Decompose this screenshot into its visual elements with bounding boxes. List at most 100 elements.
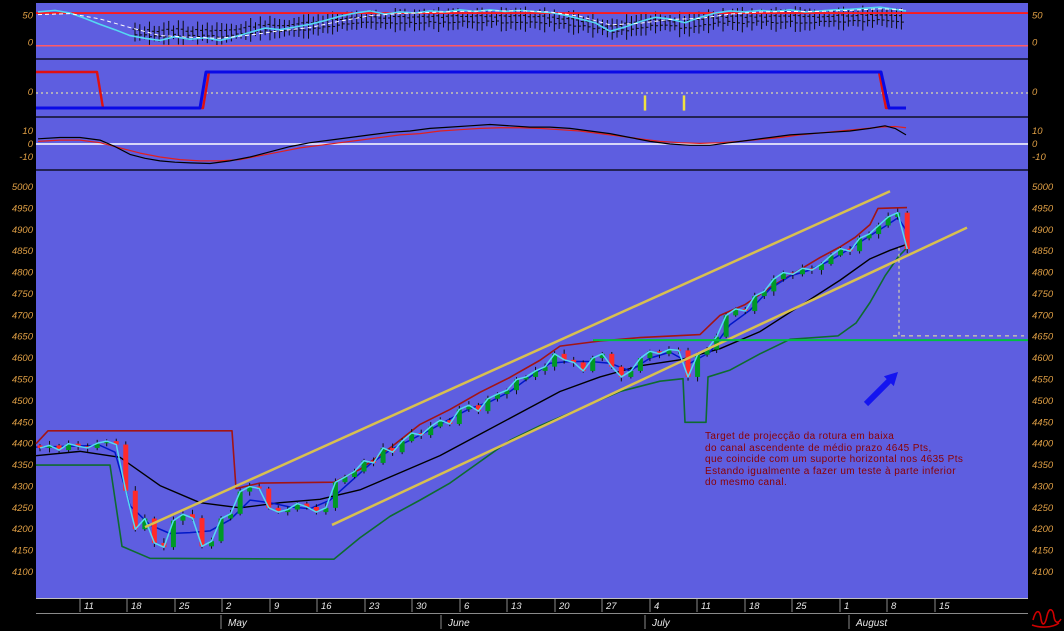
- x-axis-date-label: 11: [84, 601, 94, 612]
- y-axis-label-left: 4700: [12, 310, 34, 321]
- candle-body: [209, 541, 215, 547]
- candle-body: [714, 336, 720, 350]
- candle-body: [266, 488, 272, 508]
- candle-body: [323, 507, 329, 513]
- candle-body: [580, 362, 586, 371]
- candle-body: [399, 441, 405, 453]
- y-axis-label-left: 4150: [12, 546, 34, 557]
- x-axis-date-label: 4: [654, 601, 659, 612]
- candle-body: [247, 486, 253, 492]
- y-axis-label-left: 4300: [12, 481, 34, 492]
- trend-channel-line: [144, 190, 891, 529]
- y-axis-label-left: 4900: [12, 225, 34, 236]
- candle-body: [66, 443, 72, 451]
- candle-body: [504, 390, 510, 395]
- candle-body: [628, 370, 634, 377]
- x-axis-date-label: 27: [605, 601, 617, 612]
- annotation-line: Estando igualmente a fazer um teste à pa…: [705, 465, 956, 477]
- x-axis-date-label: 16: [321, 601, 332, 612]
- candle-body: [904, 212, 910, 250]
- y-axis-label-right: 0: [1032, 87, 1038, 98]
- candle-body: [771, 278, 777, 292]
- candle-body: [199, 518, 205, 547]
- candle-body: [409, 432, 415, 442]
- candle-body: [533, 370, 539, 377]
- y-axis-label-right: 4750: [1032, 289, 1054, 300]
- y-axis-label-left: 0: [28, 38, 34, 49]
- candle-body: [828, 255, 834, 264]
- candle-body: [256, 486, 262, 489]
- candle-body: [542, 366, 548, 371]
- y-axis-label-right: 4450: [1032, 417, 1054, 428]
- candle-body: [170, 520, 176, 548]
- y-axis-label-left: 4400: [12, 439, 34, 450]
- y-axis-label-left: 4650: [12, 332, 34, 343]
- annotation-line: Target de projecção da rotura em baixa: [705, 431, 895, 442]
- y-axis-label-left: 4500: [12, 396, 34, 407]
- candle-body: [294, 503, 300, 510]
- y-axis-label-right: 4900: [1032, 225, 1054, 236]
- x-axis-month-label: May: [228, 618, 248, 629]
- candle-body: [380, 447, 386, 463]
- y-axis-label-left: -10: [19, 152, 33, 163]
- candle-body: [733, 308, 739, 316]
- candle-body: [857, 238, 863, 252]
- candle-body: [237, 491, 243, 514]
- y-axis-label-right: 4700: [1032, 310, 1054, 321]
- candle-body: [275, 507, 281, 513]
- y-axis-label-left: 4750: [12, 289, 34, 300]
- candle-body: [332, 482, 338, 508]
- target-annotation: Target de projecção da rotura em baixa d…: [705, 431, 963, 489]
- y-axis-label-right: 0: [1032, 38, 1038, 49]
- y-axis-label-left: 4600: [12, 353, 34, 364]
- candle-body: [618, 366, 624, 377]
- candle-body: [418, 432, 424, 436]
- trend-arrow-icon: [863, 372, 898, 407]
- long-signal-line: [36, 70, 906, 110]
- candle-body: [428, 426, 434, 436]
- y-axis-label-left: 0: [28, 139, 34, 150]
- candle-body: [342, 477, 348, 483]
- candle-body: [132, 490, 138, 530]
- candle-body: [656, 351, 662, 354]
- y-axis-label-right: 50: [1032, 11, 1043, 22]
- y-axis-label-left: 4100: [12, 567, 34, 578]
- candle-body: [447, 420, 453, 424]
- candle-body: [866, 234, 872, 239]
- candle-body: [151, 518, 157, 543]
- y-axis-label-left: 4250: [12, 503, 34, 514]
- candle-body: [838, 248, 844, 256]
- candle-body: [494, 394, 500, 399]
- y-axis-label-left: 5000: [12, 182, 34, 193]
- x-axis-month-label: June: [447, 618, 470, 629]
- candle-body: [514, 379, 519, 391]
- y-axis-label-right: 0: [1032, 139, 1038, 150]
- candle-body: [56, 445, 62, 451]
- candle-body: [313, 506, 319, 513]
- candle-body: [456, 409, 462, 424]
- candle-body: [695, 354, 701, 377]
- x-axis-date-label: 18: [131, 601, 142, 612]
- candle-body: [752, 296, 758, 312]
- x-axis-date-label: 20: [558, 601, 570, 612]
- candle-body: [351, 471, 357, 478]
- candle-body: [666, 349, 672, 354]
- candle-body: [361, 460, 367, 472]
- candle-body: [847, 248, 853, 252]
- lower-band-line: [36, 247, 908, 560]
- x-axis-month-label: July: [651, 618, 671, 629]
- candle-body: [37, 445, 43, 448]
- candle-body: [189, 514, 195, 519]
- y-axis-label-right: 4500: [1032, 396, 1054, 407]
- y-axis-label-right: 4150: [1032, 546, 1054, 557]
- candle-body: [75, 443, 81, 447]
- candle-body: [475, 405, 481, 412]
- momentum-line: [37, 123, 907, 165]
- trend-channel-line: [331, 226, 968, 527]
- x-axis-date-label: 15: [939, 601, 950, 612]
- y-axis-label-left: 4200: [12, 524, 34, 535]
- candle-body: [799, 268, 805, 275]
- x-axis-month-label: August: [855, 618, 888, 629]
- oscillator-signal-line: [37, 8, 907, 39]
